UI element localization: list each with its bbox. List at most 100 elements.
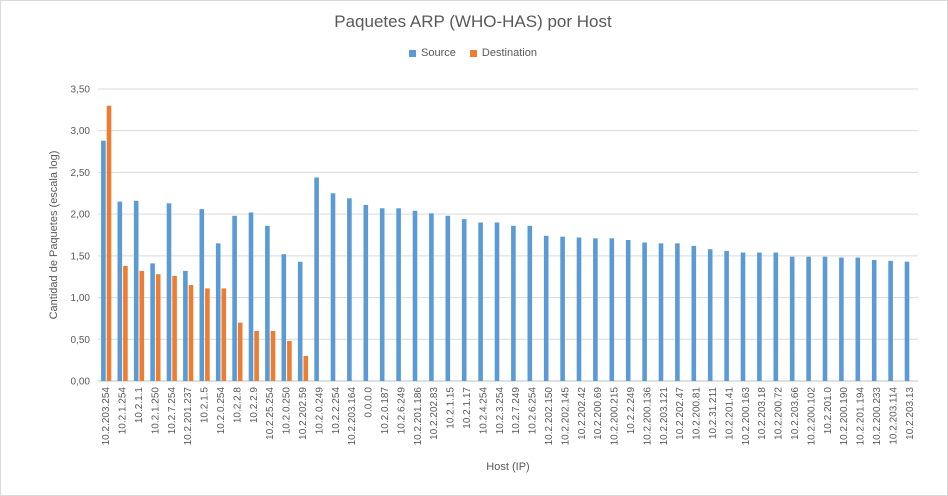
y-tick-label: 0,00	[71, 377, 91, 388]
x-tick-label: 10.2.200.81	[692, 387, 703, 440]
x-tick-label: 10.2.3.254	[495, 387, 506, 435]
bar-destination	[287, 340, 292, 381]
x-tick-label: 10.2.202.150	[544, 387, 555, 446]
bar-source	[379, 208, 385, 381]
bar-source	[429, 213, 434, 381]
bar-destination	[254, 330, 259, 381]
x-tick-label: 10.2.2.254	[331, 387, 342, 435]
y-tick-label: 1,00	[71, 293, 91, 304]
bar-source	[707, 249, 713, 381]
legend-item-source: Source	[409, 47, 456, 59]
x-tick-label: 10.2.203.66	[790, 387, 801, 440]
x-tick-label: 10.2.200.163	[741, 387, 752, 446]
bar-source	[461, 219, 467, 381]
bar-source	[904, 261, 910, 381]
x-tick-label: 10.2.203.114	[888, 387, 899, 445]
x-tick-label: 10.2.201.0	[823, 387, 834, 435]
x-tick-label: 10.2.200.69	[593, 387, 604, 440]
bar-source	[445, 215, 451, 381]
x-tick-label: 10.2.202.47	[675, 387, 686, 440]
bar-destination	[139, 270, 145, 381]
x-tick-label: 10.2.7.254	[167, 387, 178, 435]
bar-source	[396, 208, 401, 381]
bar-destination	[172, 275, 177, 381]
bar-source	[691, 245, 697, 381]
x-tick-label: 10.2.2.8	[232, 387, 243, 424]
bar-source	[789, 256, 795, 381]
bar-source	[363, 204, 369, 381]
x-tick-label: 10.2.1.15	[446, 387, 457, 429]
bar-source	[543, 235, 549, 381]
bar-source	[133, 200, 139, 381]
x-tick-label: 10.2.200.102	[806, 387, 817, 446]
x-tick-label: 10.2.200.233	[872, 387, 883, 446]
x-tick-label: 10.2.201.237	[183, 387, 194, 446]
x-tick-label: 10.2.7.249	[511, 387, 522, 435]
x-tick-label: 10.2.202.42	[577, 387, 588, 440]
bar-source	[724, 250, 729, 381]
y-tick-label: 2,50	[71, 168, 91, 179]
bar-source	[215, 243, 221, 381]
x-tick-label: 10.2.2.9	[249, 387, 260, 424]
x-tick-label: 10.2.200.72	[774, 387, 785, 440]
bar-destination	[205, 288, 210, 381]
x-tick-label: 10.2.203.18	[757, 387, 768, 440]
x-tick-label: 10.2.200.136	[642, 387, 653, 446]
bar-destination	[303, 355, 309, 381]
bar-source	[494, 222, 500, 381]
x-tick-label: 10.2.203.121	[659, 387, 670, 446]
bar-source	[281, 254, 287, 381]
bar-source	[839, 257, 844, 381]
x-tick-label: 10.2.1.17	[462, 387, 473, 429]
x-tick-label: 10.2.200.190	[839, 387, 850, 446]
bar-source	[757, 252, 762, 381]
x-tick-label: 10.2.201.41	[724, 387, 735, 440]
bar-source	[675, 243, 680, 381]
x-tick-label: 10.2.203.164	[347, 387, 358, 446]
bar-source	[642, 242, 647, 381]
bar-source	[806, 256, 811, 381]
x-tick-label: 10.2.31.211	[708, 387, 719, 440]
x-tick-label: 10.2.1.1	[134, 387, 145, 424]
bar-source	[609, 238, 615, 381]
bar-destination	[155, 274, 161, 381]
bar-destination	[237, 322, 243, 381]
bar-source	[560, 236, 565, 381]
bar-source	[101, 140, 106, 381]
bar-source	[822, 256, 828, 381]
bar-destination	[221, 288, 227, 381]
x-axis-title: Host (IP)	[486, 461, 529, 473]
bar-source	[871, 260, 877, 381]
x-tick-label: 10.2.6.249	[396, 387, 407, 435]
x-tick-label: 10.2.203.13	[905, 387, 916, 440]
bar-source	[658, 243, 664, 381]
bar-source	[412, 210, 418, 381]
x-tick-label: 10.2.200.215	[610, 387, 621, 446]
y-tick-label: 1,50	[71, 251, 91, 262]
bar-source	[248, 212, 254, 381]
x-tick-label: 10.2.201.194	[856, 387, 867, 446]
bar-source	[625, 240, 631, 381]
x-tick-label: 10.2.4.254	[478, 387, 489, 435]
bar-source	[297, 261, 303, 381]
legend-label-destination: Destination	[481, 47, 537, 59]
y-axis-title: Cantidad de Paquetes (escala log)	[48, 151, 60, 320]
x-tick-label: 10.2.25.254	[265, 387, 276, 440]
bar-source	[593, 238, 598, 381]
y-tick-label: 0,50	[71, 335, 91, 346]
bar-source	[855, 257, 861, 381]
bar-source	[888, 260, 893, 381]
bar-destination	[270, 330, 276, 381]
bar-source	[511, 225, 516, 381]
bar-source	[117, 201, 123, 381]
bar-source	[576, 237, 582, 381]
x-tick-label: 10.2.6.254	[528, 387, 539, 435]
x-tick-label: 10.2.0.254	[216, 387, 227, 435]
x-tick-label: 10.2.202.145	[560, 387, 571, 446]
x-tick-label: 10.2.0.249	[314, 387, 325, 435]
legend: Source Destination	[0, 47, 946, 59]
y-tick-label: 2,00	[71, 210, 91, 221]
bar-destination	[123, 265, 128, 381]
bar-source	[330, 193, 336, 381]
